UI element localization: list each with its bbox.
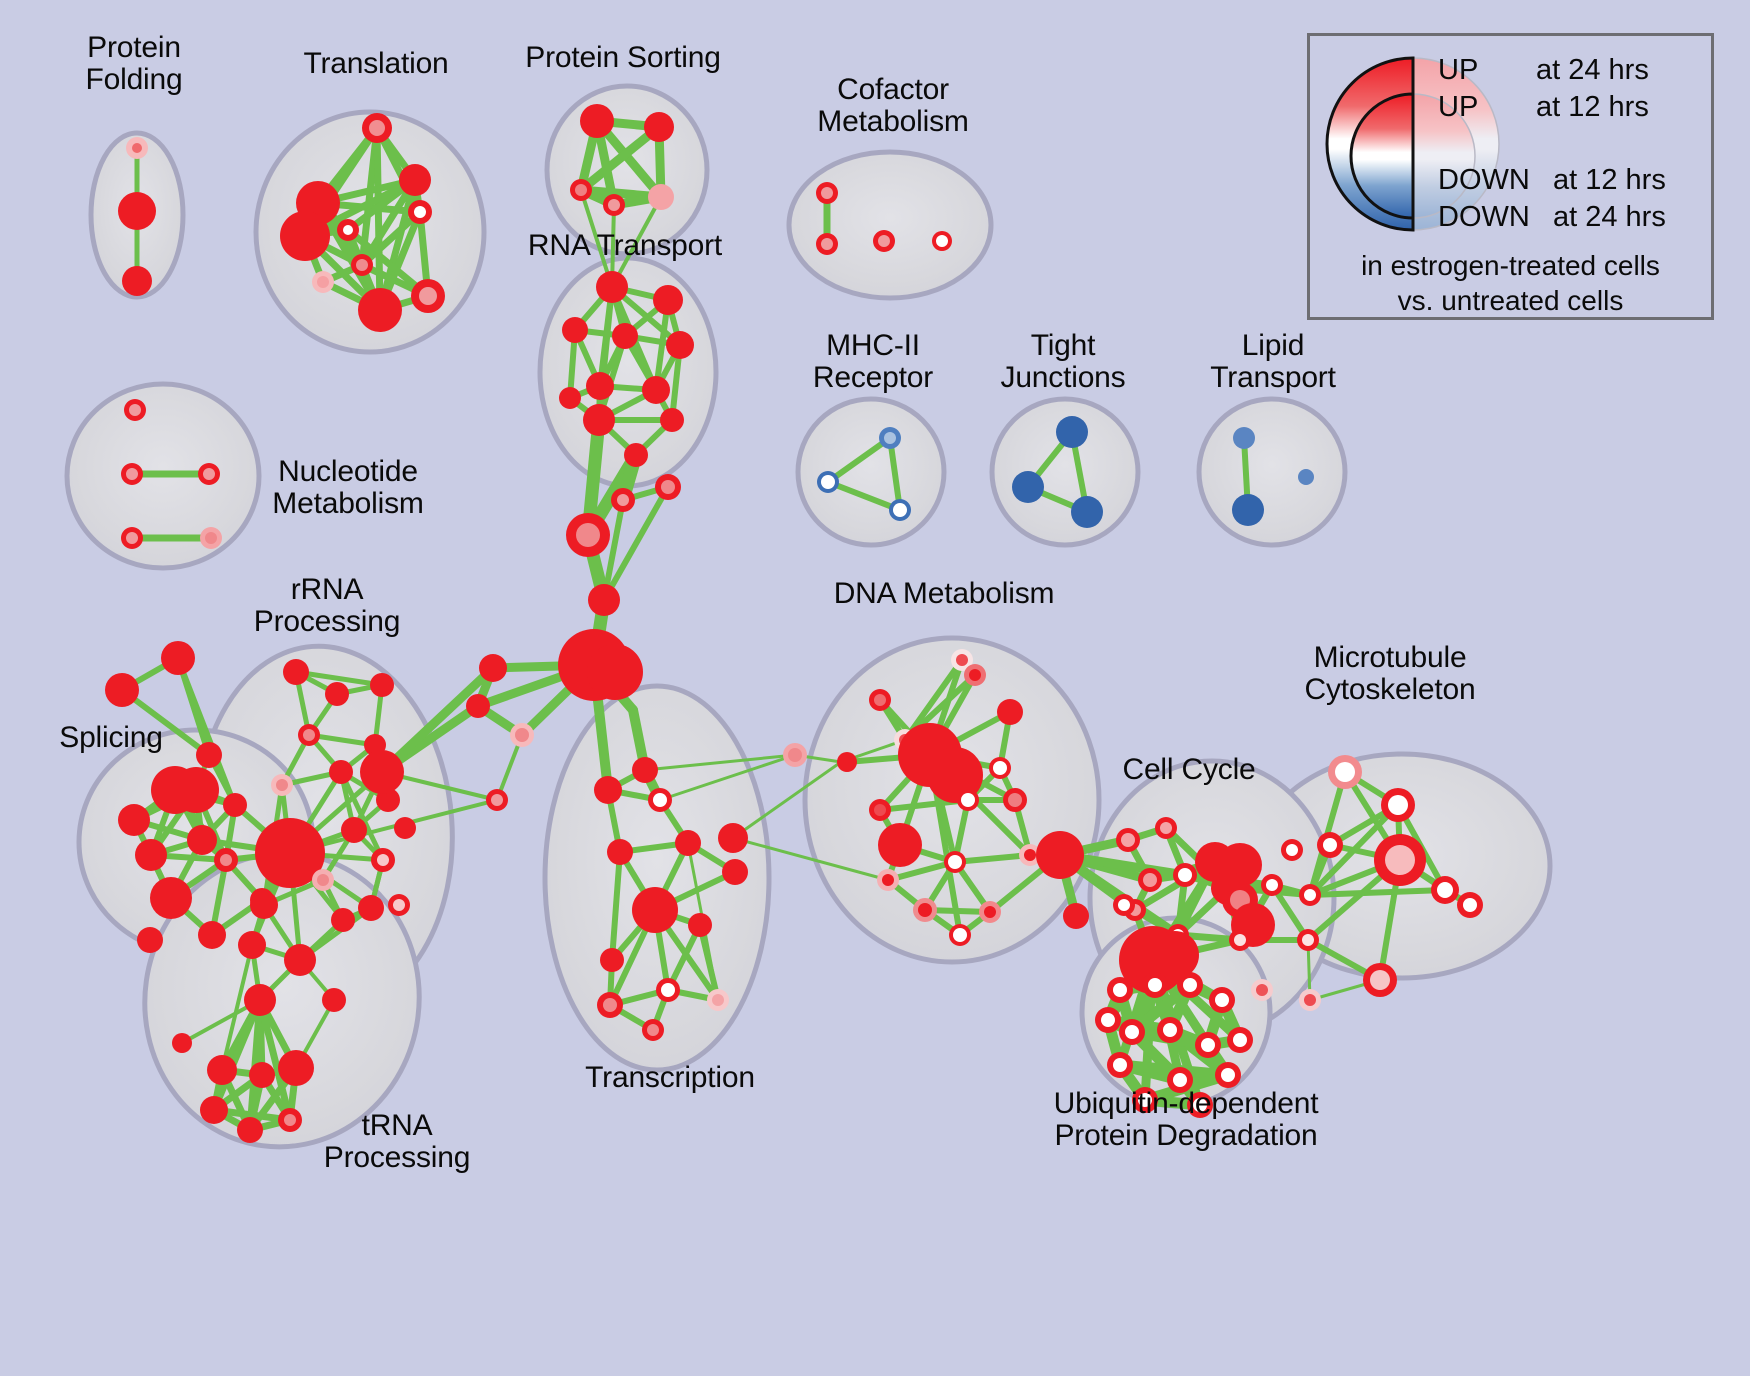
cluster-nodes-tight-junctions xyxy=(1012,416,1103,528)
cluster-label-translation-line-0: Translation xyxy=(303,47,449,80)
cluster-label-lipid-transport-line-1: Transport xyxy=(1210,361,1336,395)
cluster-label-cell-cycle-line-0: Cell Cycle xyxy=(1122,753,1256,786)
cluster-nodes-nucleotide-metabolism xyxy=(121,399,222,549)
cluster-label-nucleotide-metabolism: Nucleotide Metabolism xyxy=(272,455,424,521)
cluster-nodes-cofactor-metabolism xyxy=(816,182,952,255)
hull-mhc-ii xyxy=(795,396,947,548)
cluster-label-tight-junctions: Tight Junctions xyxy=(1000,329,1126,395)
cluster-label-trna-processing-line-1: Processing xyxy=(323,1141,471,1175)
legend-time-2: at 12 hrs xyxy=(1553,164,1666,196)
cluster-label-lipid-transport-line-0: Lipid xyxy=(1241,329,1305,362)
cluster-label-microtubule: Microtubule Cytoskeleton xyxy=(1304,641,1476,707)
cluster-label-cofactor-metabolism-line-1: Metabolism xyxy=(817,105,969,139)
hull-lipid-transport xyxy=(1196,396,1348,548)
cluster-label-protein-sorting: Protein Sorting xyxy=(525,41,721,74)
legend-node-diagram xyxy=(1325,56,1500,232)
cluster-label-mhc-ii-receptor-line-1: Receptor xyxy=(812,361,934,395)
cluster-nodes-transcription xyxy=(594,757,748,1041)
legend-time-3: at 24 hrs xyxy=(1553,201,1666,233)
cluster-label-rna-transport-line-0: RNA Transport xyxy=(527,229,723,262)
cluster-label-splicing: Splicing xyxy=(59,721,163,754)
cluster-nodes-protein-sorting xyxy=(570,104,674,216)
cluster-label-translation: Translation xyxy=(303,47,449,80)
cluster-label-ubiquitin: Ubiquitin-dependent Protein Degradation xyxy=(1053,1087,1319,1153)
legend-caption-line1: in estrogen-treated cells xyxy=(1361,250,1660,281)
legend-time-0: at 24 hrs xyxy=(1536,54,1649,86)
cluster-label-protein-sorting-line-0: Protein Sorting xyxy=(525,41,721,74)
network-nodes xyxy=(105,104,1483,1143)
legend-state-1: UP xyxy=(1438,91,1479,123)
cluster-label-mhc-ii-receptor-line-0: MHC-II xyxy=(826,329,920,362)
cluster-nodes-translation xyxy=(280,113,445,332)
bridge-nodes xyxy=(466,654,857,853)
hull-cofactor-metabolism xyxy=(786,149,994,301)
cluster-label-tight-junctions-line-0: Tight xyxy=(1030,329,1096,362)
cluster-label-lipid-transport: Lipid Transport xyxy=(1210,329,1336,395)
cluster-label-microtubule-line-0: Microtubule xyxy=(1313,641,1467,674)
cluster-nodes-ubiquitin xyxy=(1095,972,1253,1118)
cluster-label-cell-cycle: Cell Cycle xyxy=(1122,753,1256,786)
cluster-label-rrna-processing-line-0: rRNA xyxy=(290,573,364,606)
cluster-label-mhc-ii-receptor: MHC-II Receptor xyxy=(812,329,934,395)
cluster-nodes-splicing xyxy=(105,641,274,1053)
cluster-nodes-protein-folding xyxy=(118,137,156,296)
cluster-label-trna-processing-line-0: tRNA xyxy=(361,1109,433,1142)
cluster-label-cofactor-metabolism: Cofactor Metabolism xyxy=(817,73,969,139)
cluster-nodes-cell-cycle xyxy=(1113,817,1283,1001)
cluster-label-tight-junctions-line-1: Junctions xyxy=(1000,361,1126,395)
cluster-label-trna-processing: tRNA Processing xyxy=(323,1109,471,1175)
cluster-label-protein-folding-line-0: Protein xyxy=(87,31,181,64)
legend-state-0: UP xyxy=(1438,54,1479,86)
cluster-label-dna-metabolism-line-0: DNA Metabolism xyxy=(833,577,1055,610)
cluster-label-nucleotide-metabolism-line-1: Metabolism xyxy=(272,487,424,521)
cluster-label-dna-metabolism: DNA Metabolism xyxy=(833,577,1055,610)
cluster-label-ubiquitin-line-1: Protein Degradation xyxy=(1054,1119,1318,1153)
legend-state-2: DOWN xyxy=(1438,164,1530,196)
cluster-label-rrna-processing: rRNA Processing xyxy=(253,573,401,639)
cluster-label-ubiquitin-line-0: Ubiquitin-dependent xyxy=(1053,1087,1319,1120)
legend-time-1: at 12 hrs xyxy=(1536,91,1649,123)
cluster-label-rrna-processing-line-1: Processing xyxy=(253,605,401,639)
cluster-label-cofactor-metabolism-line-0: Cofactor xyxy=(837,73,949,106)
cluster-label-rna-transport: RNA Transport xyxy=(527,229,723,262)
cluster-nodes-mhc-ii xyxy=(817,427,911,521)
cluster-nodes-microtubule xyxy=(1281,755,1483,1011)
legend-state-3: DOWN xyxy=(1438,201,1530,233)
legend-box: UP at 24 hrs UP at 12 hrs DOWN at 12 hrs… xyxy=(1307,33,1714,320)
cluster-label-transcription: Transcription xyxy=(585,1061,755,1094)
cluster-label-microtubule-line-1: Cytoskeleton xyxy=(1304,673,1476,707)
cluster-label-protein-folding: Protein Folding xyxy=(85,31,183,97)
cluster-label-protein-folding-line-1: Folding xyxy=(85,63,183,97)
cluster-label-nucleotide-metabolism-line-0: Nucleotide xyxy=(278,455,418,488)
cluster-label-splicing-line-0: Splicing xyxy=(59,721,163,754)
cluster-nodes-rrna-processing xyxy=(238,659,416,1016)
cluster-nodes-trna-processing xyxy=(200,1050,314,1143)
cluster-nodes-lipid-transport xyxy=(1232,427,1314,526)
cluster-nodes-rna-transport xyxy=(558,271,694,701)
cluster-label-transcription-line-0: Transcription xyxy=(585,1061,755,1094)
legend-caption-line2: vs. untreated cells xyxy=(1397,285,1624,316)
cluster-nodes-dna-metabolism xyxy=(869,649,1089,946)
